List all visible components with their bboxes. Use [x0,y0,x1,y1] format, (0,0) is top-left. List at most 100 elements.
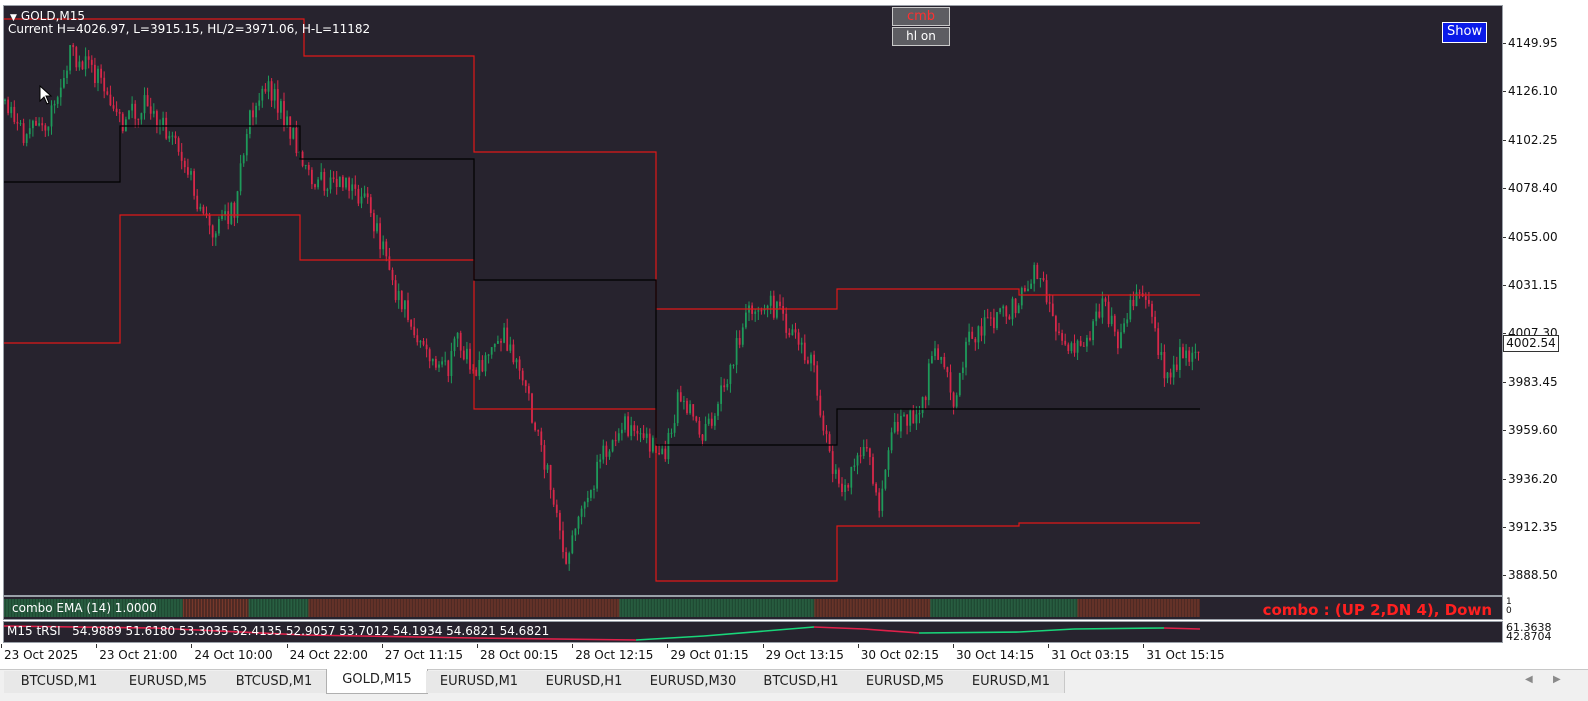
candle [869,447,871,466]
candle [490,347,493,359]
time-label: 31 Oct 15:15 [1143,644,1225,662]
time-axis[interactable]: 23 Oct 2025 23 Oct 21:00 24 Oct 10:00 24 Oc… [0,644,1503,668]
candle [983,309,986,344]
candle [534,421,536,432]
candle [1197,351,1200,361]
ema-axis-bottom: 0 [1506,606,1512,616]
tab-btcusd-m1[interactable]: BTCUSD,M1 [4,671,115,693]
candle [1104,296,1107,307]
candle [385,238,388,262]
candle [924,395,927,409]
candle [683,395,685,410]
candle [373,209,375,239]
trsi-segment [473,637,637,641]
candle [1045,274,1048,305]
tab-eurusd-m5[interactable]: EURUSD,M5 [852,671,959,693]
candle [797,328,800,351]
candle [214,231,217,246]
tab-gold-m15[interactable]: GOLD,M15 [326,669,428,694]
time-label: 30 Oct 02:15 [857,644,940,662]
tab-eurusd-m30[interactable]: EURUSD,M30 [636,671,751,693]
time-label: 27 Oct 11:15 [381,644,464,662]
candle [314,183,316,190]
chart-tab-bar[interactable]: BTCUSD,M1 EURUSD,M5 BTCUSD,M1 GOLD,M15 EURUS… [0,669,1588,701]
candle [791,324,794,336]
candle [180,143,183,170]
candle [1051,295,1054,317]
candle [202,204,205,216]
candle [348,176,350,199]
candle [794,322,797,339]
hl-toggle-button[interactable]: hl on [892,27,950,46]
trsi-axis-bottom: 42.8704 [1506,630,1552,643]
chart-symbol-title[interactable]: ▼ GOLD,M15 [10,9,85,23]
candle [1175,356,1178,372]
trsi-line-chart [4,625,1201,641]
candle [72,43,75,56]
candle [149,97,152,120]
show-button[interactable]: Show [1442,22,1488,43]
candle [366,187,369,204]
candle [323,168,326,196]
candle [614,431,617,447]
candle [884,468,887,491]
candle [438,361,440,373]
candle [642,425,645,440]
candle [1132,291,1135,311]
arrow-left-icon[interactable]: ◀ [1525,674,1533,685]
tab-btcusd-h1[interactable]: BTCUSD,H1 [750,671,853,693]
cmb-button[interactable]: cmb [892,7,950,26]
candle [56,95,59,108]
price-chart-pane[interactable]: ▼ GOLD,M15 Current H=4026.97, L=3915.15, … [3,5,1503,596]
candle [397,283,400,309]
candle [577,515,580,535]
candle [351,178,354,200]
candle [360,187,363,209]
price-tick: 3888.50 [1503,568,1558,583]
candle [1086,334,1088,352]
candle [962,361,964,380]
candle [13,100,16,125]
candle [1064,333,1067,346]
candle [822,410,825,436]
candle [35,117,37,126]
candle [679,385,682,403]
candle [66,65,68,85]
arrow-right-icon[interactable]: ▶ [1553,674,1561,685]
candle [940,356,943,364]
candle [295,120,298,157]
candle [977,325,980,350]
candle [931,351,933,364]
combo-ema-pane[interactable]: combo EMA (14) 1.0000 combo : (UP 2,DN 4… [3,596,1503,620]
candle [676,389,679,427]
candle [856,452,859,475]
candle [704,416,707,442]
candle [531,392,533,424]
candle [143,87,146,120]
chart-window[interactable]: ▼ GOLD,M15 Current H=4026.97, L=3915.15, … [0,0,1588,672]
price-chart-svg[interactable] [4,6,1503,596]
candle [788,328,791,338]
candle [354,175,357,196]
price-axis[interactable]: 4149.95 4126.10 4102.25 4078.40 4055.00 4031.… [1503,5,1588,596]
tab-eurusd-m1[interactable]: EURUSD,M1 [426,671,533,693]
candle [515,357,518,369]
candle [859,447,862,464]
candle [735,330,738,374]
triangle-down-icon[interactable]: ▼ [10,13,17,23]
candle [1042,271,1045,282]
candle [109,85,112,107]
candle [233,201,236,227]
candle [261,85,264,108]
ema-axis-top: 1 [1506,597,1512,607]
candle [903,412,905,418]
candle [853,458,856,472]
candle [543,439,546,479]
tab-eurusd-m1[interactable]: EURUSD,M1 [958,671,1065,693]
tab-eurusd-m5[interactable]: EURUSD,M5 [114,671,223,693]
tab-btcusd-m1[interactable]: BTCUSD,M1 [222,671,327,693]
trsi-pane[interactable]: M15 tRSI 54.9889 51.6180 53.3035 52.4135… [3,621,1503,643]
candle [574,528,577,542]
candle [419,339,422,348]
tab-eurusd-h1[interactable]: EURUSD,H1 [532,671,637,693]
